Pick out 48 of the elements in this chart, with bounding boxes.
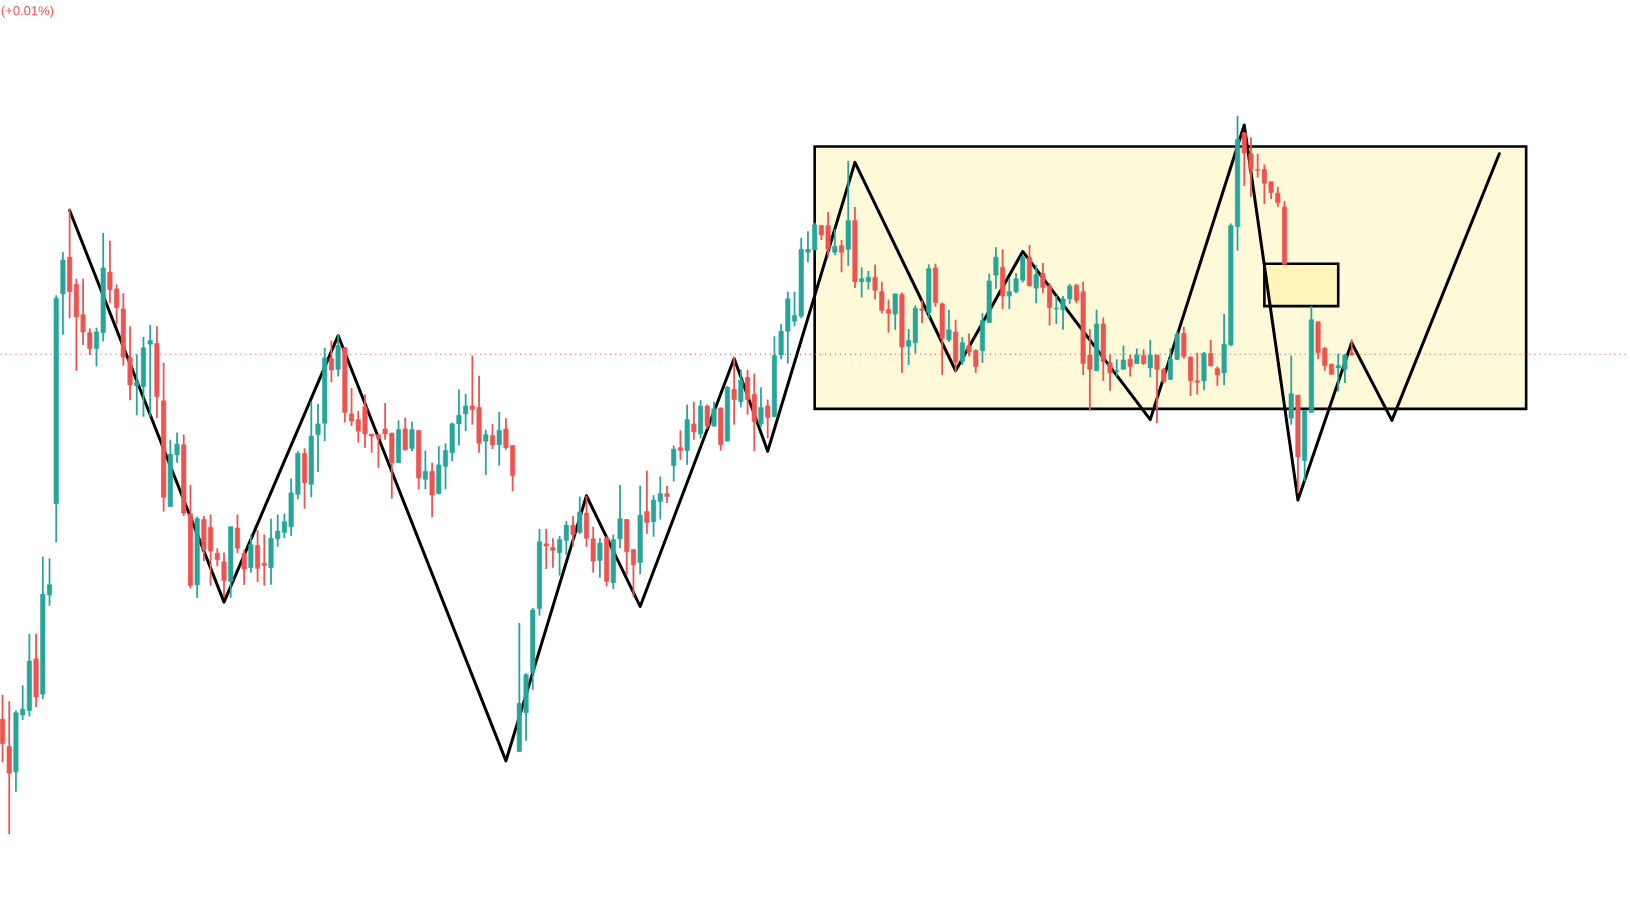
candlestick [409,420,415,452]
candlestick [402,416,408,452]
candlestick [1214,365,1220,387]
candlestick [691,400,697,441]
candlestick [946,308,952,343]
candlestick [832,228,838,256]
candlestick [248,533,254,574]
candlestick [731,355,737,426]
candlestick [489,422,496,450]
candlestick [1033,264,1039,304]
candlestick [543,527,549,570]
candlestick [483,428,489,476]
candlestick [234,513,240,554]
candlestick [429,461,435,519]
candlestick [577,495,583,535]
candlestick [765,398,771,439]
candlestick [1208,338,1214,368]
candlestick [496,410,502,467]
text: (+0.01%) [1,5,54,18]
candlestick [872,263,878,301]
candlestick [839,238,845,273]
candlestick [1127,353,1133,378]
candlestick [1120,344,1126,370]
candlestick [597,537,603,579]
candlestick [463,392,469,432]
candlestick [919,299,925,325]
candlestick [147,323,153,418]
candlestick [570,514,576,547]
candlestick [644,469,650,535]
candlestick [550,537,556,569]
candlestick [422,449,428,490]
candlestick [959,335,965,366]
candlestick [993,246,999,290]
candlestick [671,444,677,483]
candlestick [711,400,717,428]
candlestick [677,429,683,461]
candlestick [1147,338,1153,378]
candlestick [1114,358,1120,378]
candlestick [892,292,898,331]
candlestick [328,339,334,383]
candlestick [738,368,744,409]
candlestick [1107,353,1113,392]
candlestick [1275,185,1281,208]
candlestick [704,403,710,430]
candlestick [221,551,227,598]
candlestick [758,386,764,428]
candlestick [241,548,247,586]
candlestick [335,332,341,378]
